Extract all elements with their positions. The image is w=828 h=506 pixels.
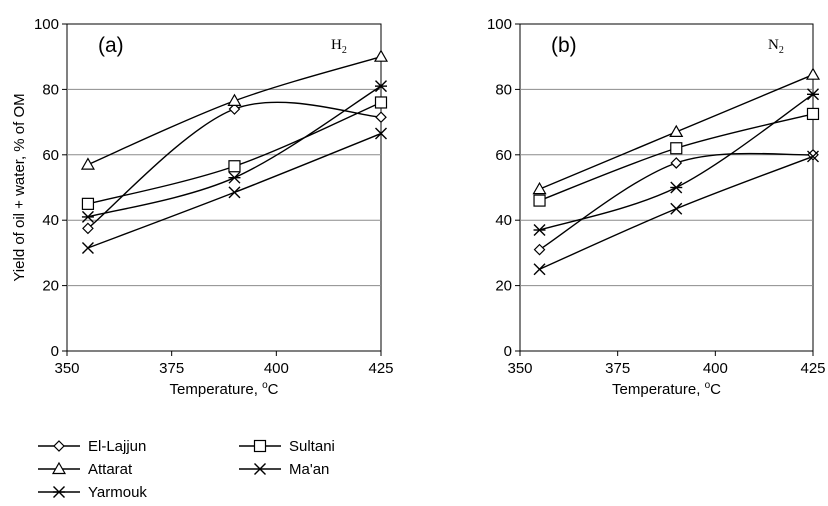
series-ma-an — [533, 150, 819, 276]
legend-label: Yarmouk — [88, 484, 147, 501]
data-point-el-lajjun-425 — [375, 111, 387, 124]
atmosphere-label: H2 — [331, 37, 347, 56]
y-tick-label: 0 — [51, 343, 59, 360]
y-tick-label: 60 — [495, 147, 512, 164]
data-point-attarat-425 — [805, 67, 821, 80]
legend-marker-ma-an — [254, 463, 266, 475]
legend: El-Lajjun Sultani Attarat Ma'an Yarmouk — [38, 438, 335, 501]
data-point-attarat-355 — [532, 181, 547, 195]
legend-marker-sultani — [253, 439, 267, 453]
legend-marker-yarmouk — [53, 486, 65, 498]
data-point-yarmouk-355 — [533, 224, 546, 237]
series-yarmouk — [533, 88, 819, 237]
y-tick-label: 0 — [504, 343, 512, 360]
data-point-yarmouk-390 — [670, 181, 683, 194]
data-point-yarmouk-425 — [375, 80, 387, 93]
data-point-sultani-390 — [228, 160, 241, 173]
y-tick-label: 80 — [495, 81, 512, 98]
data-point-sultani-355 — [533, 194, 546, 207]
data-point-el-lajjun-355 — [82, 222, 94, 235]
x-tick-label: 375 — [605, 360, 630, 377]
x-tick-label: 425 — [368, 360, 393, 377]
chart-panel-a: 0 20 40 60 80 100 350 375 400 425 Temperature, oC Y… — [11, 16, 394, 398]
y-tick-label: 100 — [34, 16, 59, 33]
plot-area — [66, 23, 382, 352]
x-tick-label: 350 — [507, 360, 532, 377]
series-attarat — [80, 49, 389, 170]
legend-entry-el-lajjun: El-Lajjun — [38, 438, 146, 455]
data-point-yarmouk-425 — [807, 88, 819, 101]
legend-entry-sultani: Sultani — [239, 438, 335, 455]
data-point-attarat-390 — [669, 124, 684, 138]
data-point-attarat-390 — [227, 93, 242, 106]
data-point-ma-an-355 — [533, 263, 546, 276]
data-point-ma-an-355 — [81, 242, 94, 254]
y-tick-label: 100 — [487, 16, 512, 33]
legend-label: Attarat — [88, 461, 133, 478]
data-point-el-lajjun-355 — [533, 243, 546, 256]
chart-panel-b: 0 20 40 60 80 100 350 375 400 425 Temperature, oC (… — [487, 16, 826, 398]
legend-label: Ma'an — [289, 461, 329, 478]
data-point-yarmouk-390 — [228, 171, 241, 184]
data-point-attarat-355 — [80, 157, 95, 170]
y-tick-label: 40 — [495, 212, 512, 229]
x-tick-label: 400 — [703, 360, 728, 377]
data-point-ma-an-425 — [807, 150, 819, 163]
y-tick-label: 20 — [42, 278, 59, 295]
legend-entry-yarmouk: Yarmouk — [38, 484, 147, 501]
data-point-ma-an-425 — [375, 127, 387, 140]
data-point-ma-an-390 — [670, 202, 683, 215]
data-point-el-lajjun-390 — [670, 157, 683, 169]
plot-area — [519, 23, 814, 352]
x-tick-label: 375 — [159, 360, 184, 377]
series-sultani — [533, 107, 820, 207]
data-point-sultani-425 — [374, 96, 388, 109]
legend-entry-ma-an: Ma'an — [239, 461, 329, 478]
atmosphere-label: N2 — [768, 37, 784, 56]
legend-label: El-Lajjun — [88, 438, 146, 455]
data-point-sultani-390 — [670, 142, 683, 155]
series-yarmouk — [81, 80, 387, 223]
data-point-el-lajjun-390 — [228, 103, 241, 115]
data-point-sultani-425 — [806, 107, 820, 121]
panel-label: (a) — [98, 34, 124, 57]
data-point-yarmouk-355 — [81, 210, 94, 223]
legend-marker-el-lajjun — [53, 440, 65, 452]
series-sultani — [81, 96, 388, 210]
legend-label: Sultani — [289, 438, 335, 455]
series-el-lajjun — [533, 148, 819, 256]
y-tick-label: 20 — [495, 278, 512, 295]
data-point-sultani-355 — [81, 197, 95, 210]
legend-marker-attarat — [51, 461, 67, 475]
x-axis-label: Temperature, oC — [170, 380, 279, 398]
y-tick-label: 80 — [42, 81, 59, 98]
y-tick-label: 60 — [42, 147, 59, 164]
y-axis-label: Yield of oil + water, % of OM — [11, 93, 28, 281]
series-ma-an — [81, 127, 387, 254]
data-point-ma-an-390 — [228, 186, 241, 199]
x-axis-label: Temperature, oC — [612, 380, 721, 398]
data-point-attarat-425 — [373, 49, 389, 62]
x-tick-label: 400 — [264, 360, 289, 377]
y-tick-label: 40 — [42, 212, 59, 229]
series-attarat — [532, 67, 821, 195]
legend-entry-attarat: Attarat — [38, 461, 133, 478]
x-tick-label: 350 — [54, 360, 79, 377]
x-tick-label: 425 — [800, 360, 825, 377]
panel-label: (b) — [551, 34, 577, 57]
